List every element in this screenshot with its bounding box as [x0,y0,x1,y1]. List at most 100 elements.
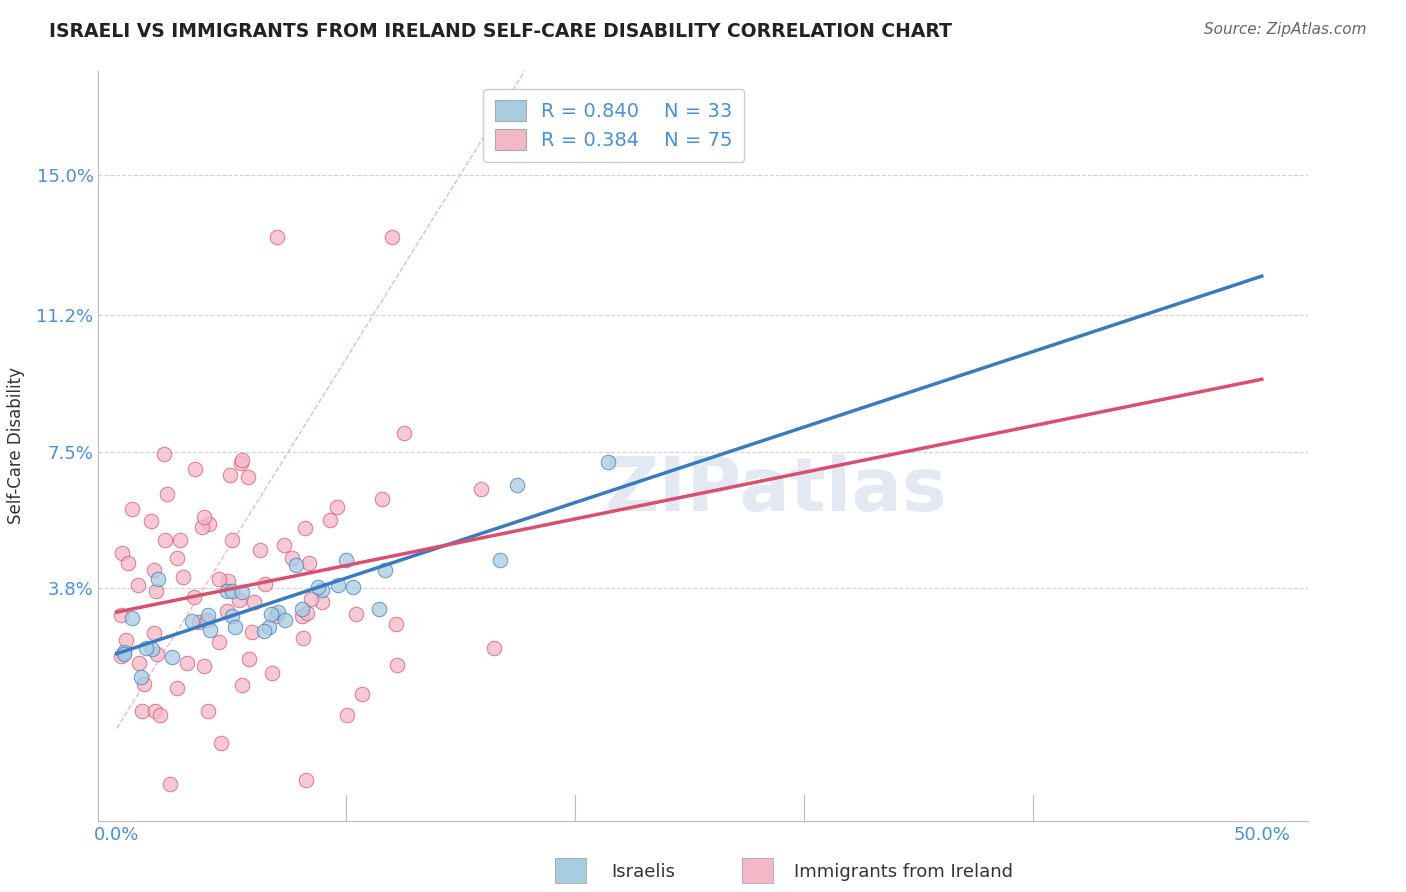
Point [159,777,181,791]
Point [352,687,374,701]
Point [121,611,143,625]
Point [295,772,318,787]
Point [110,546,132,560]
Point [311,583,333,598]
Point [368,602,391,616]
Point [131,670,153,684]
Point [257,620,280,634]
Point [110,607,132,622]
Point [193,659,215,673]
Point [291,631,314,645]
Point [342,580,364,594]
Point [217,583,239,598]
Point [146,647,169,661]
Point [112,645,135,659]
Point [215,604,238,618]
Point [153,533,176,548]
Point [267,606,290,620]
Point [121,502,143,516]
Point [253,624,276,639]
Point [266,608,288,623]
Text: Source: ZipAtlas.com: Source: ZipAtlas.com [1204,22,1367,37]
Point [294,521,316,535]
Point [141,641,163,656]
Point [229,457,252,471]
Point [335,552,357,566]
Point [385,657,408,672]
Point [266,230,288,244]
Point [160,649,183,664]
Point [195,613,218,627]
Point [598,455,620,469]
Legend: R = 0.840    N = 33, R = 0.384    N = 75: R = 0.840 N = 33, R = 0.384 N = 75 [484,88,745,162]
Point [238,651,260,665]
Point [176,656,198,670]
Point [180,614,202,628]
Point [489,553,512,567]
Point [208,572,231,586]
Point [260,607,283,622]
Point [260,665,283,680]
Point [149,707,172,722]
Point [143,563,166,577]
Point [385,616,408,631]
Point [380,230,402,244]
Point [311,595,333,609]
Point [470,482,492,496]
Point [143,704,166,718]
Point [183,590,205,604]
Point [281,550,304,565]
Point [253,577,276,591]
Point [146,572,169,586]
Text: Israelis: Israelis [612,863,676,881]
Point [218,468,240,483]
Point [240,624,263,639]
Point [209,736,232,750]
Point [188,615,211,629]
Text: ZIPatlas: ZIPatlas [605,454,946,527]
Y-axis label: Self-Care Disability: Self-Care Disability [7,368,25,524]
Point [374,563,396,577]
Point [236,470,259,484]
Point [285,558,308,573]
Point [166,550,188,565]
Point [128,656,150,670]
Point [127,577,149,591]
Point [273,538,295,552]
Point [307,580,329,594]
Point [221,583,243,598]
Point [166,681,188,696]
Point [482,640,505,655]
Point [291,609,314,624]
Point [336,707,359,722]
Point [326,500,349,515]
Point [145,584,167,599]
Point [198,517,221,532]
Point [131,704,153,718]
Point [328,577,350,591]
Point [506,478,529,492]
Point [152,447,174,461]
Point [197,608,219,623]
Point [197,704,219,718]
Point [142,626,165,640]
Point [156,487,179,501]
Point [231,584,253,599]
Text: ISRAELI VS IMMIGRANTS FROM IRELAND SELF-CARE DISABILITY CORRELATION CHART: ISRAELI VS IMMIGRANTS FROM IRELAND SELF-… [49,22,952,41]
Point [291,601,314,615]
Point [228,593,250,607]
Point [141,514,163,528]
Point [221,533,243,547]
Point [299,592,322,607]
Point [112,647,135,661]
Point [191,520,214,534]
Point [183,462,205,476]
Point [231,452,253,467]
Point [114,632,136,647]
Point [110,648,132,663]
Point [200,623,222,637]
Point [319,513,342,527]
Point [172,570,194,584]
Point [169,533,191,548]
Point [371,491,394,506]
